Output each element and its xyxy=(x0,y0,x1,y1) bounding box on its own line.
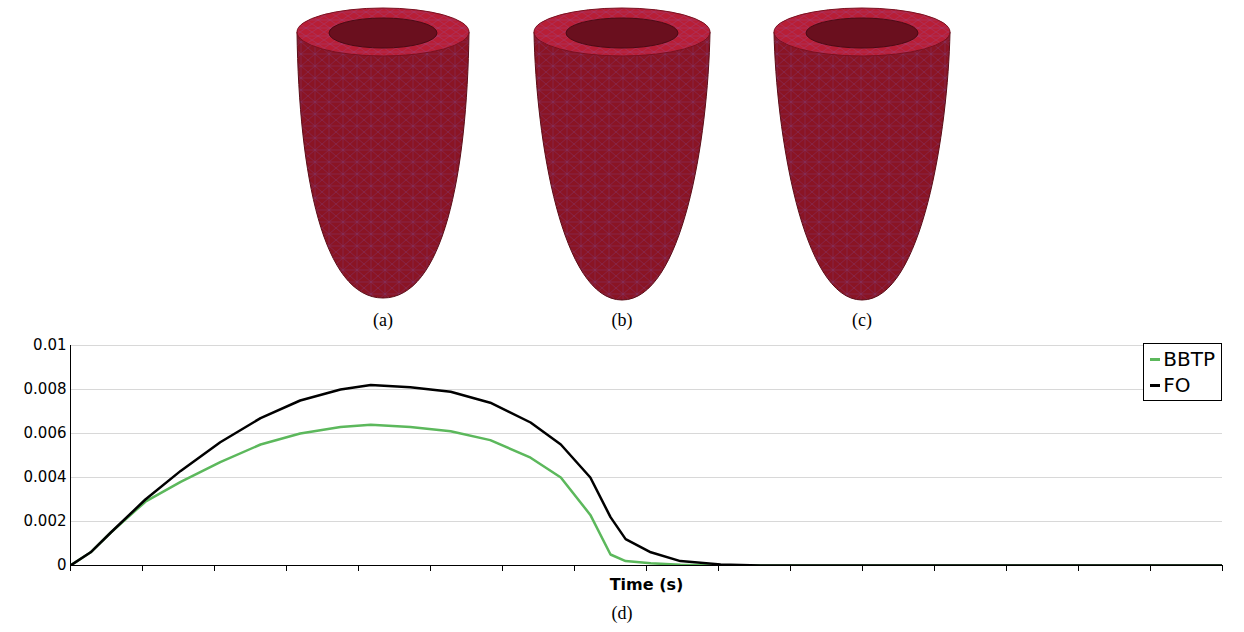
svg-text:0.006: 0.006 xyxy=(24,424,67,442)
svg-text:0: 0 xyxy=(57,556,67,574)
svg-text:0.004: 0.004 xyxy=(24,468,67,486)
svg-text:0.002: 0.002 xyxy=(24,512,67,530)
svg-text:Time (s): Time (s) xyxy=(610,575,684,594)
html-text:(d): (d) xyxy=(611,603,633,623)
html-text:BBTP: BBTP xyxy=(1163,347,1215,371)
svg-text:(b): (b) xyxy=(612,310,633,331)
svg-text:0.008: 0.008 xyxy=(24,380,67,398)
svg-text:0.01: 0.01 xyxy=(33,336,66,354)
svg-text:(a): (a) xyxy=(373,310,393,331)
svg-text:(c): (c) xyxy=(852,310,872,331)
html-text:FO: FO xyxy=(1163,373,1191,397)
